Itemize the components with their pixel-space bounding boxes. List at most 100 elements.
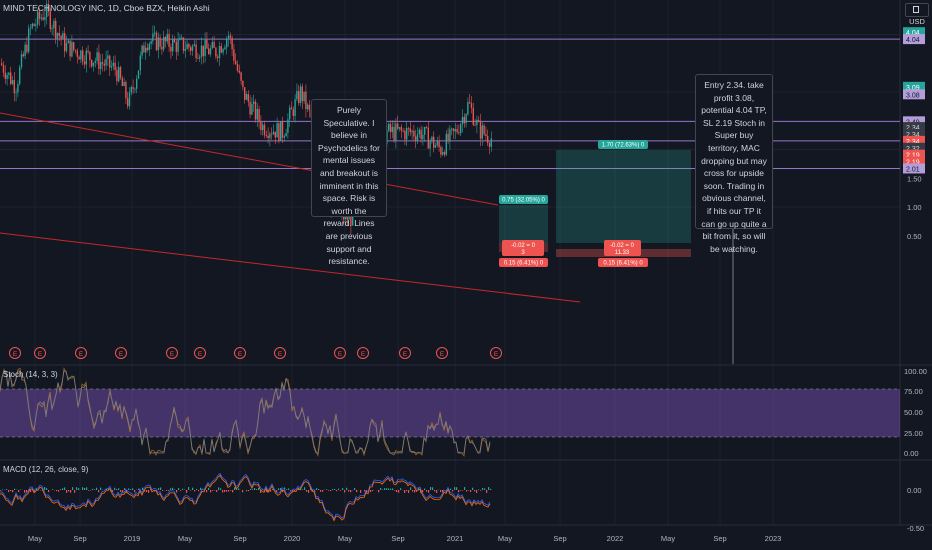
price-tick: 1.50 xyxy=(907,174,922,183)
earnings-marker-label: E xyxy=(198,351,203,358)
time-tick: Sep xyxy=(233,534,246,543)
currency-label: USD xyxy=(909,17,925,26)
price-badge-label: 3.08 xyxy=(906,92,920,99)
channel-upper-line xyxy=(0,112,499,206)
earnings-marker xyxy=(436,347,448,359)
position-2-stop-label-bg xyxy=(598,258,648,267)
earnings-marker-label: E xyxy=(278,351,283,358)
time-tick: May xyxy=(28,534,42,543)
text-note-entry-plan[interactable]: Entry 2.34. take profit 3.08, potential … xyxy=(695,74,773,254)
time-tick: 2021 xyxy=(447,534,464,543)
macd-signal-line xyxy=(0,474,491,522)
time-tick: 2020 xyxy=(284,534,301,543)
time-tick: May xyxy=(338,534,352,543)
time-tick: Sep xyxy=(391,534,404,543)
price-badge-label: 3.09 xyxy=(906,85,920,92)
position-2-target-zone xyxy=(556,150,691,243)
position-1-target-label: 0.75 (32.05%) 0 xyxy=(502,198,545,204)
earnings-marker xyxy=(234,347,246,359)
time-tick: May xyxy=(498,534,512,543)
price-badge xyxy=(903,89,925,100)
lock-icon xyxy=(913,6,919,13)
position-2-mid-label-1: -0.02 = 0 xyxy=(610,243,635,249)
price-badge xyxy=(903,81,925,92)
earnings-marker xyxy=(115,347,127,359)
stoch-tick: 75.00 xyxy=(904,387,923,396)
time-tick: 2023 xyxy=(765,534,782,543)
macd-line xyxy=(0,472,491,520)
price-candles xyxy=(1,0,492,234)
price-badge xyxy=(903,163,925,174)
earnings-marker-label: E xyxy=(440,351,445,358)
time-tick: May xyxy=(178,534,192,543)
earnings-marker xyxy=(357,347,369,359)
stoch-band xyxy=(0,389,900,437)
time-tick: Sep xyxy=(553,534,566,543)
stoch-tick: 100.00 xyxy=(904,367,927,376)
macd-label[interactable]: MACD (12, 26, close, 9) xyxy=(3,465,89,474)
price-badge xyxy=(903,34,925,45)
earnings-marker xyxy=(334,347,346,359)
price-badge-label: 2.01 xyxy=(906,166,920,173)
earnings-marker-label: E xyxy=(38,351,43,358)
stoch-tick: 0.00 xyxy=(904,449,919,458)
earnings-marker xyxy=(490,347,502,359)
price-badge xyxy=(903,27,925,38)
time-tick: May xyxy=(661,534,675,543)
time-tick: 2019 xyxy=(124,534,141,543)
position-2-mid-label-2: 11.33 xyxy=(615,250,630,256)
stoch-tick: 50.00 xyxy=(904,408,923,417)
position-1-target-label-bg xyxy=(499,195,548,204)
position-1-stop-label-bg xyxy=(499,258,548,267)
time-tick: Sep xyxy=(73,534,86,543)
earnings-marker xyxy=(274,347,286,359)
price-badge xyxy=(903,149,925,160)
price-tick: 0.50 xyxy=(907,232,922,241)
time-tick: 2022 xyxy=(607,534,624,543)
earnings-marker-label: E xyxy=(361,351,366,358)
price-badge-label: 4.04 xyxy=(906,30,920,37)
price-badge xyxy=(903,116,925,127)
time-tick: Sep xyxy=(713,534,726,543)
text-note-speculative[interactable]: Purely Speculative. I believe in Psychod… xyxy=(311,99,387,266)
price-tick: 1.00 xyxy=(907,203,922,212)
price-badge-label: 2.19 xyxy=(906,153,920,160)
position-1-mid-bg xyxy=(502,240,544,256)
earnings-marker xyxy=(75,347,87,359)
stoch-label[interactable]: Stoch (14, 3, 3) xyxy=(3,370,58,379)
position-1-stop-label: 0.15 (6.41%) 0 xyxy=(504,261,544,267)
earnings-marker-label: E xyxy=(338,351,343,358)
earnings-marker xyxy=(34,347,46,359)
earnings-marker xyxy=(194,347,206,359)
symbol-header[interactable]: MIND TECHNOLOGY INC, 1D, Cboe BZX, Heiki… xyxy=(3,3,210,13)
position-1-target-zone xyxy=(499,205,548,243)
price-badge-label: 2.34 xyxy=(906,125,920,132)
earnings-marker-label: E xyxy=(403,351,408,358)
earnings-marker xyxy=(9,347,21,359)
price-badge xyxy=(903,142,925,153)
macd-tick: 0.00 xyxy=(907,486,922,495)
price-badge xyxy=(903,135,925,146)
price-badge xyxy=(903,122,925,133)
price-badge xyxy=(903,128,925,139)
position-2-target-label-bg xyxy=(598,140,648,149)
earnings-marker-label: E xyxy=(170,351,175,358)
channel-lower-line xyxy=(0,232,581,303)
stoch-k-line xyxy=(0,370,491,454)
price-badge xyxy=(903,156,925,167)
price-badge-label: 2.34 xyxy=(906,139,920,146)
position-2-mid-bg xyxy=(604,240,641,256)
earnings-marker-label: E xyxy=(13,351,18,358)
price-badge-label: 2.34 xyxy=(906,132,920,139)
earnings-marker-label: E xyxy=(119,351,124,358)
position-2-stop-label: 0.15 (6.41%) 0 xyxy=(603,261,643,267)
position-1-mid-label-2: 3 xyxy=(521,250,525,256)
price-badge-label: 4.04 xyxy=(906,37,920,44)
earnings-marker-label: E xyxy=(79,351,84,358)
price-badge-label: 2.32 xyxy=(906,146,920,153)
price-badge-label: 2.19 xyxy=(906,160,920,167)
currency-button[interactable]: USD xyxy=(905,3,929,26)
earnings-marker-label: E xyxy=(494,351,499,358)
stoch-tick: 25.00 xyxy=(904,429,923,438)
